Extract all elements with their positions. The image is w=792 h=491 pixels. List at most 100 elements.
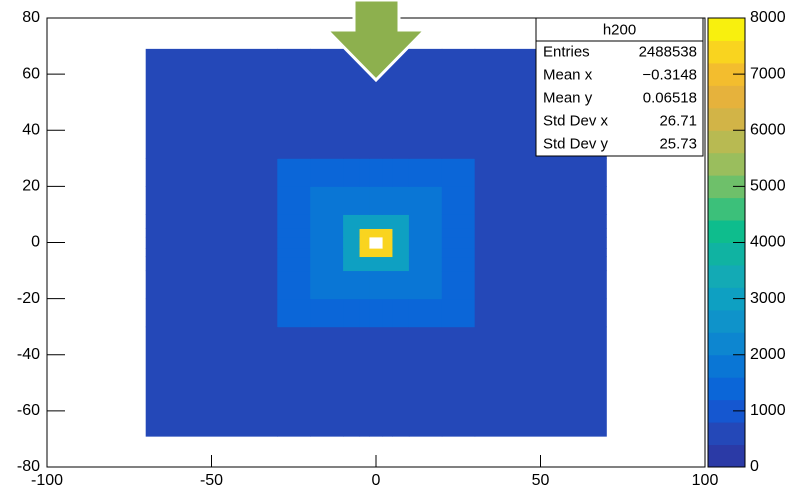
z-tick-label: 4000 [750, 234, 786, 251]
color-band [708, 310, 745, 333]
cell [369, 299, 383, 328]
cell [409, 248, 442, 257]
cell [409, 299, 442, 328]
cell [442, 257, 475, 272]
y-tick-label: -40 [17, 346, 40, 363]
cell [392, 327, 409, 437]
cell [392, 237, 409, 249]
y-tick-label: 20 [22, 178, 40, 195]
cell [442, 49, 475, 159]
stats-value: −0.3148 [642, 66, 697, 83]
stats-value: 2488538 [639, 43, 697, 60]
cell [475, 299, 607, 328]
cell [277, 299, 310, 328]
color-band [708, 445, 745, 468]
cell [392, 257, 409, 272]
cell [310, 49, 343, 159]
cell [392, 248, 409, 257]
cell [343, 158, 360, 187]
cell [277, 228, 310, 237]
cell [409, 271, 442, 300]
cell [360, 299, 370, 328]
y-tick-label: 80 [22, 9, 40, 26]
cell [409, 158, 442, 187]
color-band [708, 220, 745, 243]
cell [343, 228, 360, 237]
chart: -100-50050100-80-60-40-20020406080010002… [0, 0, 792, 491]
cell [475, 327, 607, 437]
cell [146, 248, 278, 257]
cell [442, 214, 475, 229]
color-band [708, 422, 745, 445]
cell [475, 214, 607, 229]
cell [475, 271, 607, 300]
cell [475, 248, 607, 257]
cell [475, 257, 607, 272]
y-tick-label: -80 [17, 458, 40, 475]
cell [343, 299, 360, 328]
color-band [708, 130, 745, 153]
stats-label: Std Dev y [543, 135, 609, 152]
cell [383, 271, 393, 300]
cell [392, 271, 409, 300]
cell [369, 158, 383, 187]
cell [277, 271, 310, 300]
cell [475, 158, 607, 187]
stats-label: Mean x [543, 66, 593, 83]
cell [383, 186, 393, 215]
color-band [708, 377, 745, 400]
cell [475, 228, 607, 237]
cell [369, 228, 383, 237]
cell [383, 327, 393, 437]
cell [310, 248, 343, 257]
cell [310, 214, 343, 229]
color-band [708, 243, 745, 266]
cell [360, 214, 370, 229]
z-tick-label: 3000 [750, 290, 786, 307]
cell [392, 158, 409, 187]
z-tick-label: 8000 [750, 9, 786, 26]
cell [369, 214, 383, 229]
cell [277, 158, 310, 187]
color-band [708, 265, 745, 288]
cell [343, 327, 360, 437]
color-band [708, 332, 745, 355]
cell [383, 158, 393, 187]
cell [409, 228, 442, 237]
cell [310, 257, 343, 272]
z-tick-label: 7000 [750, 65, 786, 82]
cell [310, 228, 343, 237]
cell [369, 271, 383, 300]
cell [383, 248, 393, 257]
cell [146, 257, 278, 272]
cell [343, 186, 360, 215]
stats-label: Mean y [543, 89, 593, 106]
cell [360, 327, 370, 437]
y-tick-label: 60 [22, 65, 40, 82]
stats-value: 26.71 [659, 112, 697, 129]
y-tick-label: 0 [31, 234, 40, 251]
cell [442, 327, 475, 437]
cell [310, 237, 343, 249]
cell [409, 237, 442, 249]
z-tick-label: 6000 [750, 121, 786, 138]
cell [146, 327, 278, 437]
cell [383, 228, 393, 237]
stats-label: Entries [543, 43, 590, 60]
cell [409, 214, 442, 229]
cell [369, 327, 383, 437]
cell [343, 257, 360, 272]
cell [442, 248, 475, 257]
cell [392, 49, 409, 159]
cell [146, 271, 278, 300]
cell [360, 271, 370, 300]
cell [310, 158, 343, 187]
x-tick-label: 50 [532, 472, 550, 489]
cell [360, 237, 370, 249]
z-tick-label: 5000 [750, 178, 786, 195]
z-tick-label: 2000 [750, 346, 786, 363]
cell [392, 299, 409, 328]
cell [343, 237, 360, 249]
page: -100-50050100-80-60-40-20020406080010002… [0, 0, 792, 491]
cell [343, 271, 360, 300]
